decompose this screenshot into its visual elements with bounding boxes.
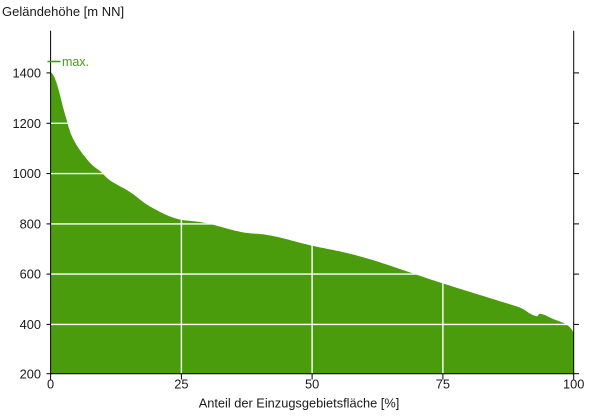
svg-text:Anteil der Einzugsgebietsfläch: Anteil der Einzugsgebietsfläche [%] xyxy=(199,396,400,411)
svg-text:max.: max. xyxy=(62,55,89,69)
svg-text:Geländehöhe [m NN]: Geländehöhe [m NN] xyxy=(2,4,124,19)
svg-text:800: 800 xyxy=(20,217,41,232)
svg-text:25: 25 xyxy=(174,377,188,392)
svg-text:1200: 1200 xyxy=(13,116,41,131)
svg-text:200: 200 xyxy=(20,366,41,381)
svg-text:50: 50 xyxy=(305,377,319,392)
svg-text:1000: 1000 xyxy=(13,166,41,181)
svg-text:0: 0 xyxy=(47,377,54,392)
svg-text:600: 600 xyxy=(20,267,41,282)
svg-text:400: 400 xyxy=(20,317,41,332)
svg-text:75: 75 xyxy=(436,377,450,392)
svg-text:1400: 1400 xyxy=(13,66,41,81)
svg-text:100: 100 xyxy=(563,377,584,392)
